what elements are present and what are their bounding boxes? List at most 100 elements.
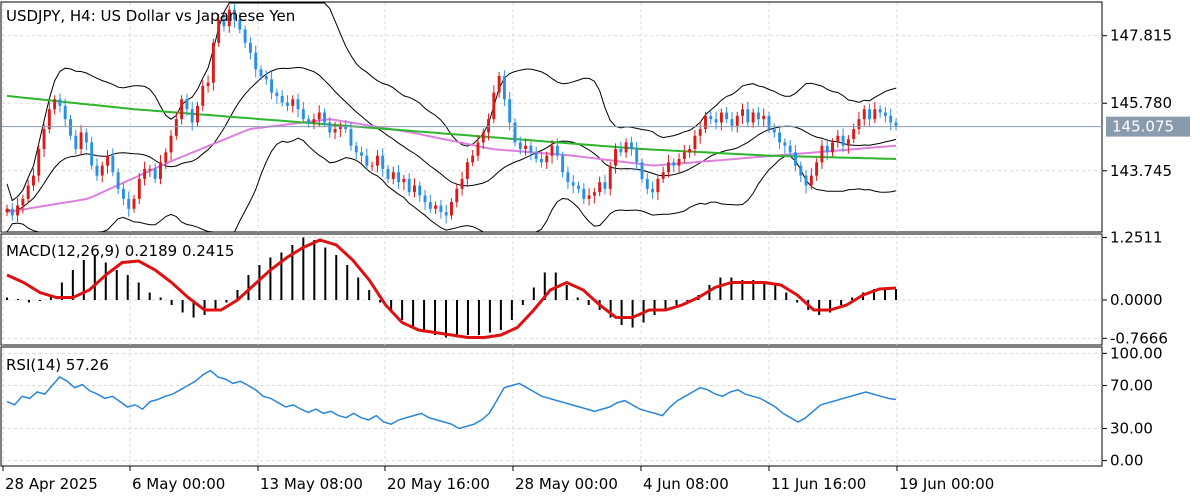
candle-body	[518, 142, 522, 150]
macd-ytick-label: 1.2511	[1110, 228, 1163, 246]
candle-body	[661, 172, 665, 179]
price-panel-frame	[0, 1, 1103, 233]
candle-body	[741, 109, 745, 116]
candle-body	[598, 182, 602, 193]
candle-body	[571, 182, 575, 186]
candle-body	[529, 145, 533, 153]
candle-body	[248, 42, 252, 53]
xtick-label: 28 Apr 2025	[5, 475, 98, 493]
candle-body	[201, 85, 205, 106]
candle-body	[682, 152, 686, 159]
candle-body	[407, 178, 411, 193]
candle-body	[868, 109, 872, 120]
candle-body	[328, 122, 332, 133]
candle-body	[79, 132, 83, 150]
moving-average-slow	[6, 94, 897, 160]
candle-body	[381, 155, 385, 169]
candle-body	[746, 109, 750, 123]
candle-body	[196, 105, 199, 123]
candle-body	[762, 115, 766, 120]
candle-body	[481, 132, 485, 143]
candle-body	[873, 109, 877, 120]
candle-body	[423, 195, 427, 203]
candle-body	[42, 129, 46, 150]
candle-body	[47, 109, 51, 130]
candle-body	[719, 112, 723, 123]
macd-signal-line	[6, 238, 897, 339]
rsi-panel-frame	[0, 346, 1103, 467]
candle-body	[450, 202, 453, 216]
candle-body	[127, 198, 131, 209]
candle-body	[894, 122, 898, 126]
candle-body	[270, 79, 274, 93]
candle-body	[460, 178, 464, 189]
candle-body	[534, 152, 538, 159]
candle-body	[69, 119, 72, 136]
candle-body	[508, 99, 512, 123]
candle-body	[238, 19, 242, 30]
candle-body	[730, 119, 734, 126]
candle-body	[614, 149, 618, 166]
candle-body	[338, 125, 342, 130]
candle-body	[21, 198, 25, 206]
xtick-label: 6 May 00:00	[132, 475, 225, 493]
candle-body	[629, 142, 633, 150]
candle-body	[809, 175, 813, 186]
candle-body	[243, 29, 247, 43]
candle-body	[280, 95, 284, 103]
macd-panel-frame	[0, 233, 1103, 346]
candle-body	[709, 115, 713, 120]
candle-body	[169, 135, 173, 153]
candle-body	[524, 145, 528, 150]
candle-body	[624, 142, 628, 153]
candle-body	[386, 168, 390, 179]
candle-body	[63, 105, 67, 120]
candle-body	[211, 42, 215, 83]
candle-body	[561, 155, 565, 173]
bollinger-lower-band	[6, 137, 897, 233]
candle-body	[360, 152, 364, 156]
rsi-ytick-label: 70.00	[1110, 377, 1153, 395]
candle-body	[259, 69, 263, 77]
candle-body	[566, 172, 570, 183]
rsi-plot	[6, 369, 897, 430]
xtick-label: 4 Jun 08:00	[643, 475, 729, 493]
candle-body	[645, 178, 649, 189]
candle-body	[577, 185, 580, 189]
candle-body	[137, 178, 141, 199]
candle-body	[672, 162, 676, 166]
candle-body	[174, 119, 178, 136]
candle-body	[317, 112, 321, 120]
candle-body	[487, 119, 491, 133]
candle-body	[37, 149, 41, 176]
macd-ytick-label: 0.0000	[1110, 291, 1163, 309]
candle-body	[772, 129, 776, 133]
candle-body	[587, 195, 591, 199]
candle-body	[656, 178, 660, 193]
candle-body	[502, 76, 506, 100]
candle-body	[651, 188, 655, 193]
candle-body	[666, 162, 670, 173]
candle-body	[412, 185, 416, 193]
candle-body	[545, 155, 549, 163]
candle-body	[640, 162, 644, 179]
candle-body	[323, 112, 326, 123]
candle-body	[550, 145, 554, 156]
candle-body	[783, 142, 787, 146]
candle-body	[233, 9, 237, 20]
candle-body	[635, 149, 639, 163]
candle-body	[592, 192, 596, 196]
candle-body	[677, 158, 681, 166]
candle-body	[582, 188, 586, 199]
price-ytick-label: 145.780	[1110, 94, 1172, 112]
macd-ytick-label: -0.7666	[1110, 329, 1168, 347]
candle-body	[619, 149, 623, 153]
candle-body	[857, 119, 861, 130]
candle-body	[31, 175, 35, 186]
candle-body	[778, 132, 782, 143]
candle-body	[370, 165, 374, 167]
candle-body	[164, 152, 168, 163]
candle-body	[852, 129, 856, 140]
candle-body	[799, 165, 803, 176]
candle-body	[312, 119, 316, 123]
